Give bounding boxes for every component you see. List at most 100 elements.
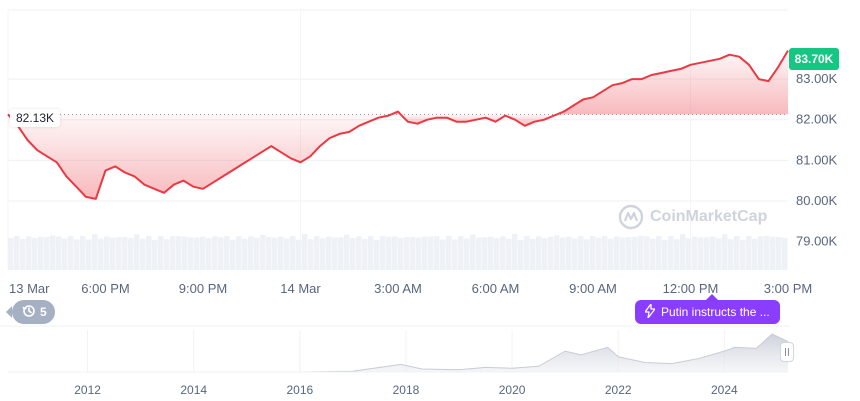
volume-bar bbox=[188, 237, 194, 270]
area-fill-down bbox=[8, 114, 392, 199]
volume-bar bbox=[494, 237, 500, 270]
volume-bar bbox=[428, 236, 434, 270]
volume-bar bbox=[128, 237, 134, 270]
y-tick-label: 82.00K bbox=[796, 112, 838, 127]
volume-bar bbox=[194, 237, 200, 270]
volume-bar bbox=[74, 239, 80, 270]
y-tick-label: 80.00K bbox=[796, 193, 838, 208]
volume-bar bbox=[266, 237, 272, 270]
volume-bar bbox=[296, 239, 302, 270]
volume-bar bbox=[80, 236, 86, 270]
volume-bar bbox=[566, 236, 572, 270]
volume-bar bbox=[512, 234, 518, 270]
volume-bar bbox=[458, 236, 464, 270]
navigator-tick-label: 2024 bbox=[711, 383, 738, 397]
volume-bar bbox=[248, 236, 254, 270]
volume-bar bbox=[254, 237, 260, 270]
volume-bar bbox=[662, 239, 668, 270]
volume-bar bbox=[440, 239, 446, 270]
volume-bar bbox=[758, 236, 764, 270]
volume-bar bbox=[572, 238, 578, 270]
volume-bar bbox=[140, 238, 146, 270]
volume-bar bbox=[170, 236, 176, 270]
volume-bar bbox=[8, 238, 14, 270]
x-tick-label: 6:00 PM bbox=[81, 281, 129, 296]
volume-bar bbox=[338, 237, 344, 270]
price-line bbox=[7, 50, 789, 200]
volume-bar bbox=[206, 238, 212, 270]
watermark-text: CoinMarketCap bbox=[650, 208, 768, 225]
x-tick-label: 6:00 AM bbox=[472, 281, 520, 296]
coinmarketcap-logo-icon bbox=[618, 204, 644, 230]
volume-bar bbox=[290, 236, 296, 270]
volume-bar bbox=[416, 237, 422, 270]
navigator-tick-label: 2012 bbox=[74, 383, 101, 397]
volume-bar bbox=[272, 237, 278, 270]
x-tick-label: 14 Mar bbox=[280, 281, 321, 296]
volume-bar bbox=[608, 238, 614, 270]
volume-bar bbox=[770, 236, 776, 270]
lightning-icon bbox=[644, 302, 656, 321]
volume-bar bbox=[134, 234, 140, 270]
volume-bar bbox=[110, 237, 116, 270]
volume-bar bbox=[92, 234, 98, 270]
volume-bar bbox=[746, 236, 752, 270]
volume-bar bbox=[518, 239, 524, 270]
volume-bar bbox=[482, 237, 488, 270]
navigator-tick-label: 2020 bbox=[499, 383, 526, 397]
volume-bar bbox=[386, 236, 392, 270]
volume-bar bbox=[590, 236, 596, 270]
history-icon bbox=[22, 304, 36, 321]
events-counter-button[interactable]: 5 bbox=[6, 300, 55, 324]
volume-bar bbox=[722, 234, 728, 270]
watermark: CoinMarketCap bbox=[618, 203, 767, 231]
x-tick-label: 3:00 PM bbox=[764, 281, 812, 296]
price-area-fill bbox=[8, 50, 788, 199]
volume-bar bbox=[62, 238, 68, 270]
current-price-tag: 83.70K bbox=[789, 48, 839, 70]
volume-bar bbox=[638, 235, 644, 270]
volume-bar bbox=[548, 236, 554, 270]
y-axis: 79.00K 80.00K 81.00K 82.00K 83.00K bbox=[796, 71, 838, 249]
volume-bar bbox=[692, 236, 698, 270]
volume-bar bbox=[158, 236, 164, 270]
x-tick-label: 9:00 AM bbox=[569, 281, 617, 296]
volume-bar bbox=[542, 238, 548, 270]
range-handle[interactable] bbox=[780, 342, 794, 362]
price-line-down bbox=[556, 50, 789, 116]
volume-bar bbox=[20, 238, 26, 270]
x-tick-label: 12:00 PM bbox=[663, 281, 719, 296]
volume-bar bbox=[242, 238, 248, 270]
volume-bar bbox=[656, 236, 662, 270]
volume-bar bbox=[152, 239, 158, 270]
volume-bar bbox=[212, 236, 218, 270]
volume-bar bbox=[32, 238, 38, 270]
y-tick-label: 81.00K bbox=[796, 152, 838, 167]
volume-bar bbox=[470, 234, 476, 270]
volume-bar bbox=[284, 238, 290, 270]
reference-price-label: 82.13K bbox=[10, 109, 61, 127]
volume-bar bbox=[224, 236, 230, 270]
volume-bar bbox=[14, 236, 20, 270]
volume-bar bbox=[260, 234, 266, 270]
volume-bar bbox=[164, 239, 170, 270]
volume-bar bbox=[524, 236, 530, 270]
volume-bar bbox=[38, 236, 44, 270]
volume-bar bbox=[716, 238, 722, 270]
y-tick-label: 83.00K bbox=[796, 71, 838, 86]
navigator-area[interactable] bbox=[8, 330, 789, 373]
price-line-down bbox=[399, 113, 558, 127]
volume-bar bbox=[44, 237, 50, 270]
volume-bar bbox=[356, 236, 362, 270]
volume-bar bbox=[476, 237, 482, 270]
volume-bar bbox=[392, 236, 398, 270]
volume-bar bbox=[68, 236, 74, 270]
volume-bar bbox=[704, 237, 710, 270]
volume-bar bbox=[650, 238, 656, 270]
news-event-button[interactable]: Putin instructs the ... bbox=[635, 294, 780, 324]
x-tick-label: 3:00 AM bbox=[374, 281, 422, 296]
volume-bar bbox=[632, 236, 638, 270]
volume-bar bbox=[422, 236, 428, 270]
area-fill-down bbox=[556, 50, 788, 115]
